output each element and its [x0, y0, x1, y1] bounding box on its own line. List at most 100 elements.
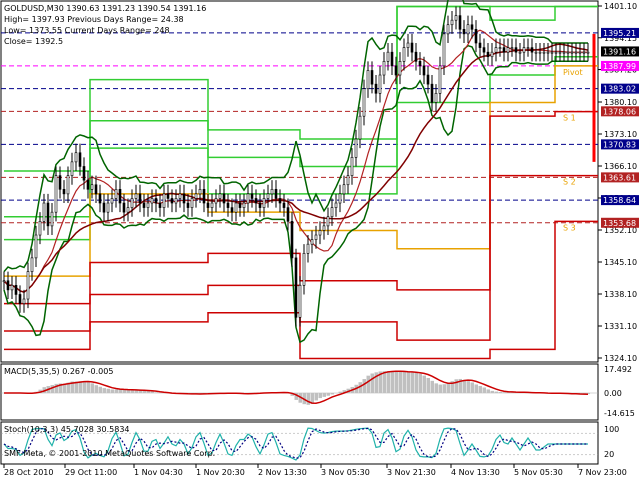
macd-histogram-bar [482, 387, 486, 393]
symbol-line: GOLDUSD,M30 1390.63 1391.23 1390.54 1391… [4, 4, 206, 13]
candle-body [346, 175, 350, 186]
macd-histogram-bar [138, 390, 142, 393]
candle-body [494, 47, 498, 53]
candle-body [266, 193, 270, 199]
price-tick-label: 1324.10 [604, 354, 637, 363]
candle-body [22, 298, 26, 304]
macd-histogram-bar [438, 384, 442, 393]
support-3-line [4, 220, 598, 360]
candle-body [42, 202, 46, 222]
candle-body [338, 193, 342, 204]
candle-body [134, 193, 138, 199]
candle-body [318, 230, 322, 236]
candle-body [34, 234, 38, 259]
info-line-low: Low= 1373.55 Current Days Range= 248 [4, 26, 170, 35]
candle-body [542, 51, 546, 54]
macd-histogram-bar [66, 382, 70, 393]
price-flag-label: 1363.61 [603, 173, 636, 182]
price-flag-box [601, 106, 639, 117]
price-tick-label: 1380.10 [604, 98, 637, 107]
macd-histogram-bar [306, 393, 310, 405]
candle-body [270, 189, 274, 195]
price-flag-box [601, 46, 639, 57]
candle-body [2, 280, 6, 283]
macd-histogram-bar [378, 371, 382, 393]
macd-histogram-bar [70, 381, 74, 393]
candle-body [442, 33, 446, 67]
candle-body [74, 152, 78, 163]
macd-histogram-bar [414, 372, 418, 393]
candle-body [130, 198, 134, 208]
candle-body [462, 29, 466, 35]
level-label: S 3 [563, 223, 576, 232]
candle-body [334, 202, 338, 208]
macd-histogram-bar [490, 390, 494, 393]
candle-body [530, 47, 534, 53]
candle-body [250, 193, 254, 199]
macd-histogram-bar [94, 385, 98, 393]
candle-body [62, 189, 66, 195]
candle-body [218, 193, 222, 199]
candle-body [106, 202, 110, 213]
candle-body [586, 51, 590, 54]
candle-body [422, 65, 426, 76]
candle-body [198, 189, 202, 195]
macd-histogram-bar [126, 389, 130, 393]
candle-body [386, 51, 390, 62]
candle-body [258, 202, 262, 208]
price-flag-label: 1370.83 [603, 140, 636, 149]
candle-body [202, 189, 206, 204]
candle-body [342, 184, 346, 195]
candle-body [98, 193, 102, 204]
candle-body [330, 207, 334, 218]
candle-body [90, 184, 94, 190]
macd-histogram-bar [110, 389, 114, 393]
price-tick-label: 1401.10 [604, 2, 637, 11]
macd-histogram-bar [454, 379, 458, 393]
macd-histogram-bar [406, 372, 410, 393]
time-tick-label: 5 Nov 05:30 [514, 468, 563, 477]
macd-histogram-bar [86, 382, 90, 393]
candle-body [546, 51, 550, 54]
candle-body [234, 202, 238, 213]
macd-histogram-bar [114, 389, 118, 393]
macd-histogram-bar [586, 393, 590, 395]
stoch-pane [1, 427, 598, 461]
macd-histogram-bar [386, 371, 390, 393]
candle-body [166, 193, 170, 199]
info-line-close: Close= 1392.5 [4, 37, 63, 46]
price-tick-label: 1331.10 [604, 322, 637, 331]
candle-body [154, 198, 158, 204]
macd-histogram-bar [502, 392, 506, 393]
candle-body [370, 70, 374, 85]
candle-body [518, 51, 522, 54]
candle-body [502, 47, 506, 53]
candle-body [306, 243, 310, 254]
macd-histogram-bar [130, 390, 134, 393]
price-flag-box [601, 139, 639, 150]
candle-body [470, 24, 474, 30]
macd-histogram-bar [394, 371, 398, 393]
macd-histogram-bar [410, 372, 414, 393]
macd-histogram-bar [78, 381, 82, 393]
bollinger-upper [3, 0, 588, 273]
macd-histogram-bar [498, 391, 502, 393]
main-pane-frame [0, 0, 599, 363]
candle-body [138, 193, 142, 204]
time-tick-label: 1 Nov 04:30 [134, 468, 183, 477]
candle-body [430, 83, 434, 103]
candle-body [426, 74, 430, 85]
level-label: S 2 [563, 178, 576, 187]
macd-histogram-bar [458, 378, 462, 393]
candle-body [562, 51, 566, 54]
price-tick-label: 1373.10 [604, 130, 637, 139]
candle-body [566, 51, 570, 54]
candle-body [358, 115, 362, 140]
candle-body [66, 175, 70, 195]
candle-body [414, 51, 418, 62]
candle-body [394, 65, 398, 76]
price-tick-label: 1366.10 [604, 162, 637, 171]
macd-histogram-bar [74, 381, 78, 393]
macd-histogram-bar [62, 383, 66, 393]
macd-histogram-bar [294, 393, 298, 400]
